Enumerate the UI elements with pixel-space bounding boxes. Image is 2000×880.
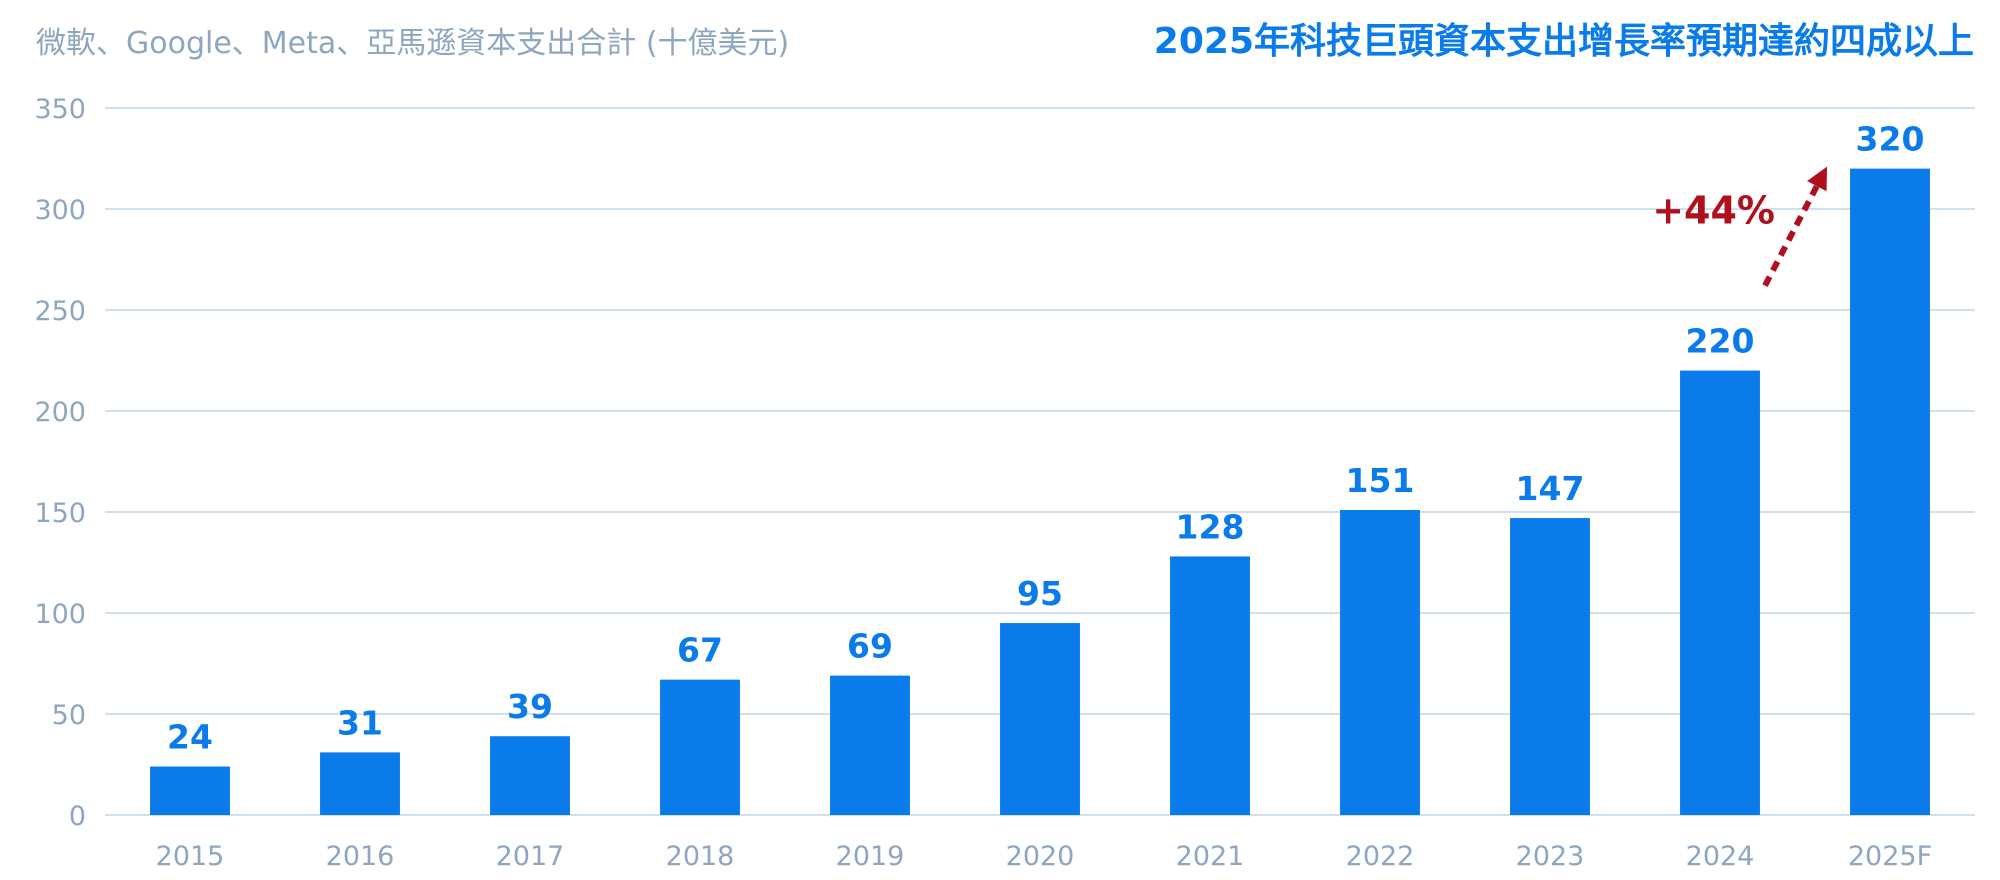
y-tick-label: 300	[34, 195, 86, 226]
data-label-2024: 220	[1686, 322, 1755, 361]
x-tick-label: 2020	[1006, 841, 1075, 872]
x-tick-label: 2018	[666, 841, 735, 872]
bars	[150, 168, 1930, 816]
x-tick-label: 2021	[1176, 841, 1245, 872]
bar-2022	[1340, 509, 1420, 815]
data-label-2019: 69	[847, 627, 893, 666]
y-axis: 0 50 100 150 200 250 300 350	[34, 94, 86, 832]
growth-annotation: +44%	[1652, 166, 1827, 287]
x-tick-label: 2016	[326, 841, 395, 872]
x-tick-label: 2015	[156, 841, 225, 872]
bar-2025F	[1850, 168, 1930, 816]
data-label-2025F: 320	[1856, 120, 1925, 159]
growth-annotation-label: +44%	[1652, 189, 1775, 233]
y-tick-label: 250	[34, 296, 86, 327]
y-tick-label: 200	[34, 397, 86, 428]
x-tick-label: 2019	[836, 841, 905, 872]
bar-2024	[1680, 370, 1760, 815]
data-label-2020: 95	[1017, 574, 1063, 613]
bar-2023	[1510, 518, 1590, 815]
bar-2019	[830, 675, 910, 815]
bar-2020	[1000, 623, 1080, 815]
growth-arrow-head	[1807, 166, 1827, 192]
x-axis: 2015 2016 2017 2018 2019 2020 2021 2022 2023 2024…	[156, 841, 1932, 872]
y-tick-label: 100	[34, 599, 86, 630]
x-tick-label: 2022	[1346, 841, 1415, 872]
y-tick-label: 0	[69, 801, 86, 832]
growth-arrow-line	[1762, 184, 1820, 287]
data-label-2016: 31	[337, 703, 383, 742]
data-labels: 24 31 39 67 69 95 128 151 147 220 320	[167, 120, 1924, 757]
y-tick-label: 50	[52, 700, 86, 731]
data-label-2018: 67	[677, 631, 723, 670]
data-label-2015: 24	[167, 718, 213, 757]
chart-title: 2025年科技巨頭資本支出增長率預期達約四成以上	[1153, 21, 1974, 62]
y-tick-label: 150	[34, 498, 86, 529]
data-label-2017: 39	[507, 687, 553, 726]
data-label-2021: 128	[1176, 507, 1245, 546]
bar-2015	[150, 766, 230, 815]
bar-2018	[660, 679, 740, 815]
x-tick-label: 2017	[496, 841, 565, 872]
bar-2016	[320, 752, 400, 815]
chart-subtitle: 微軟、Google、Meta、亞馬遜資本支出合計 (十億美元)	[36, 26, 790, 61]
x-tick-label: 2024	[1686, 841, 1755, 872]
data-label-2023: 147	[1516, 469, 1585, 508]
gridlines	[105, 107, 1975, 816]
bar-2017	[490, 736, 570, 815]
bar-2021	[1170, 556, 1250, 815]
data-label-2022: 151	[1346, 461, 1415, 500]
x-tick-label: 2025F	[1848, 841, 1932, 872]
y-tick-label: 350	[34, 94, 86, 125]
x-tick-label: 2023	[1516, 841, 1585, 872]
